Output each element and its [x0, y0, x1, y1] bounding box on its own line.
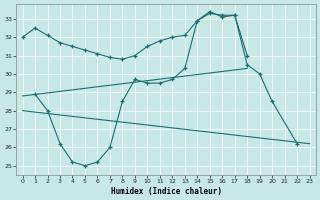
X-axis label: Humidex (Indice chaleur): Humidex (Indice chaleur) [111, 187, 221, 196]
